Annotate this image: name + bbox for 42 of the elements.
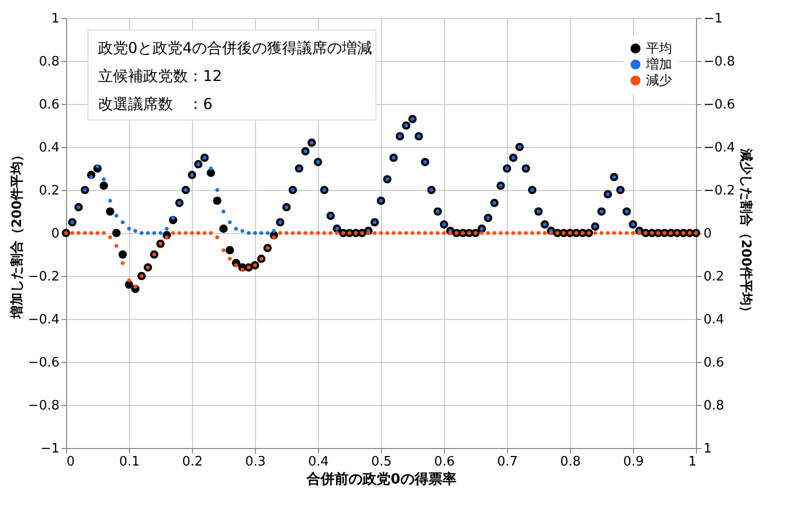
y2-tick-label: −0.4 [704, 140, 736, 156]
legend-label: 平均 [646, 42, 672, 56]
x-tick-label: 0.2 [182, 454, 203, 470]
y2-tick-label: −0.2 [704, 184, 736, 198]
y-tick-label: 0 [51, 226, 60, 242]
x-tick-label: 0.7 [497, 454, 518, 470]
y2-tick-label: −0.8 [704, 54, 736, 70]
y2-tick-label: 0 [704, 226, 712, 242]
x-tick-label: 0.8 [560, 454, 581, 470]
y2-tick-label: 0.4 [704, 312, 724, 328]
x-tick-label: 0.5 [371, 454, 392, 470]
annotation: 改選議席数 ：6 [98, 95, 213, 113]
x-axis-title: 合併前の政党0の得票率 [306, 470, 456, 488]
x-tick-label: 0.4 [308, 454, 329, 470]
x-tick-label: 0.1 [119, 454, 140, 470]
y2-tick-label: 0.2 [704, 270, 724, 284]
y-tick-label: 0.2 [38, 184, 60, 198]
x-tick-label: 0 [66, 454, 75, 470]
y2-tick-label: −1 [704, 12, 723, 26]
y2-tick-label: 1 [704, 442, 712, 456]
y-tick-label: 0.4 [38, 140, 60, 156]
y-tick-label: −0.8 [28, 398, 60, 414]
annotation: 政党0と政党4の合併後の獲得議席の増減 [98, 39, 372, 57]
y-axis-title: 増加した割合（200件平均） [8, 148, 25, 320]
y-tick-label: 1 [51, 12, 60, 26]
y-tick-label: −0.4 [28, 312, 60, 328]
x-tick-label: 0.3 [245, 454, 266, 470]
y2-tick-label: 0.8 [704, 398, 724, 414]
annotation: 立候補政党数：12 [98, 67, 222, 85]
y-tick-label: 0.6 [38, 98, 60, 112]
y2-tick-label: 0.6 [704, 356, 724, 370]
y-tick-label: −0.6 [28, 356, 60, 370]
x-tick-label: 0.9 [623, 454, 644, 470]
y2-tick-label: −0.6 [704, 98, 736, 112]
x-tick-label: 0.6 [434, 454, 455, 470]
y2-axis-title: 減少した割合（200件平均） [738, 147, 754, 319]
legend-label: 減少 [646, 74, 672, 88]
x-tick-label: 1 [688, 454, 696, 470]
y-tick-label: −1 [40, 442, 60, 456]
y-tick-label: −0.2 [28, 270, 60, 284]
y-tick-label: 0.8 [38, 54, 60, 70]
legend-label: 増加 [645, 56, 672, 72]
